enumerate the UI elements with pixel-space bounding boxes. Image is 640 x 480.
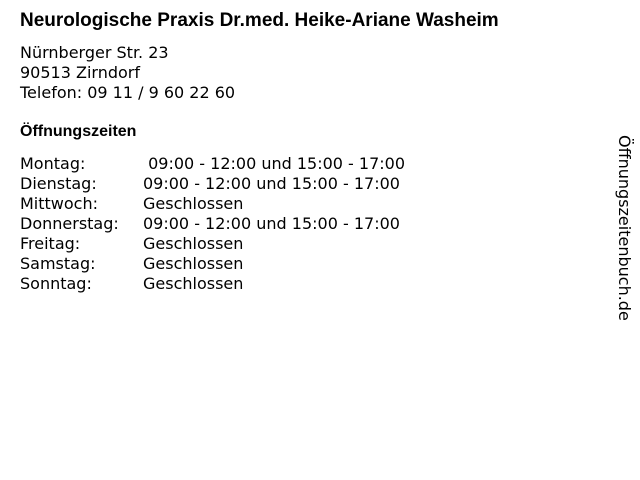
day-label: Montag: bbox=[20, 154, 86, 173]
day-label: Sonntag: bbox=[20, 274, 92, 293]
time-value: 09:00 - 12:00 und 15:00 - 17:00 bbox=[143, 154, 406, 173]
hours-row: Donnerstag: 09:00 - 12:00 und 15:00 - 17:… bbox=[20, 214, 405, 234]
hours-row: Freitag: Geschlossen bbox=[20, 234, 405, 254]
page-title: Neurologische Praxis Dr.med. Heike-Arian… bbox=[20, 10, 499, 31]
hours-heading: Öffnungszeiten bbox=[20, 123, 137, 140]
day-label: Mittwoch: bbox=[20, 194, 98, 213]
street: Nürnberger Str. 23 bbox=[20, 43, 169, 62]
city: 90513 Zirndorf bbox=[20, 63, 140, 82]
time-value: Geschlossen bbox=[143, 194, 244, 213]
day-label: Dienstag: bbox=[20, 174, 97, 193]
day-label: Freitag: bbox=[20, 234, 81, 253]
hours-row: Samstag: Geschlossen bbox=[20, 254, 405, 274]
time-value: 09:00 - 12:00 und 15:00 - 17:00 bbox=[143, 174, 400, 193]
day-label: Donnerstag: bbox=[20, 214, 119, 233]
hours-table: Montag: 09:00 - 12:00 und 15:00 - 17:00 … bbox=[20, 154, 405, 294]
site-watermark: Öffnungszeitenbuch.de bbox=[615, 135, 634, 321]
time-value: Geschlossen bbox=[143, 254, 244, 273]
time-value: 09:00 - 12:00 und 15:00 - 17:00 bbox=[143, 214, 400, 233]
time-value: Geschlossen bbox=[143, 234, 244, 253]
hours-row: Dienstag: 09:00 - 12:00 und 15:00 - 17:00 bbox=[20, 174, 405, 194]
hours-row: Sonntag: Geschlossen bbox=[20, 274, 405, 294]
day-label: Samstag: bbox=[20, 254, 96, 273]
address-block: Nürnberger Str. 23 90513 Zirndorf Telefo… bbox=[20, 43, 235, 103]
hours-row: Mittwoch: Geschlossen bbox=[20, 194, 405, 214]
hours-row: Montag: 09:00 - 12:00 und 15:00 - 17:00 bbox=[20, 154, 405, 174]
time-value: Geschlossen bbox=[143, 274, 244, 293]
phone: Telefon: 09 11 / 9 60 22 60 bbox=[20, 83, 236, 102]
